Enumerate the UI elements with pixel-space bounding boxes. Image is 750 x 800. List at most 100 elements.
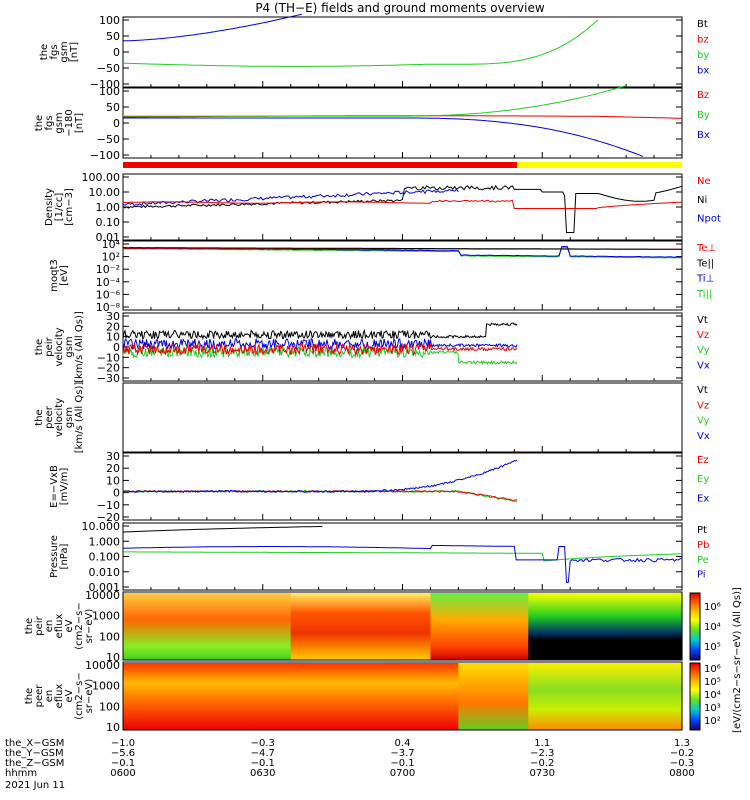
series-Te-par [123, 247, 683, 250]
x-label-name: the_Y−GSM [5, 748, 64, 759]
spec-cell [626, 663, 641, 730]
x-label-value: 0800 [669, 768, 694, 779]
series-Bx [123, 117, 644, 157]
status-bar-red [123, 162, 518, 168]
y-axis-label: (cm2−s− [74, 602, 85, 649]
spec-cell [150, 663, 166, 730]
spec-cell [304, 593, 320, 660]
y-tick-label: 0 [113, 341, 120, 354]
spec-cell [472, 663, 487, 730]
y-tick-label: 100 [99, 630, 120, 643]
y-tick-label: 10 [106, 474, 120, 487]
spec-cell [542, 593, 557, 660]
y-axis-label: eflux [54, 684, 65, 709]
series-Ne [122, 199, 682, 209]
x-label-name: the_Z−GSM [5, 758, 64, 769]
series-Npot [122, 188, 459, 206]
y-tick-label: 0.10 [96, 216, 121, 229]
spec-cell [136, 593, 152, 660]
spec-cell [430, 593, 446, 660]
spec-cell [430, 663, 446, 730]
y-tick-label: 10 [106, 331, 120, 344]
spec-cell [640, 663, 655, 730]
y-axis-label: gsm [54, 112, 65, 133]
y-axis-label: eflux [54, 614, 65, 639]
y-tick-label: −30 [97, 372, 120, 385]
series-by [122, 19, 599, 67]
status-bar-yellow [517, 162, 682, 168]
spec-cell [668, 663, 683, 730]
spec-cell [514, 593, 529, 660]
spec-cell [262, 593, 278, 660]
legend-by: by [697, 50, 709, 61]
x-label-value: −3.7 [390, 748, 414, 759]
spec-cell [262, 663, 278, 730]
spec-cell [612, 663, 627, 730]
y-tick-label: −20 [97, 362, 120, 375]
y-tick-label: 1000 [92, 610, 120, 623]
spec-cell [458, 663, 473, 730]
spec-cell [374, 593, 390, 660]
spec-cell [178, 663, 194, 730]
legend-Vt: Vt [697, 385, 708, 396]
y-axis-label: [km/s (All Qs)] [74, 382, 85, 454]
x-label-value: −0.3 [251, 738, 275, 749]
date-label: 2021 Jun 11 [5, 780, 65, 791]
legend-Pt: Pt [697, 525, 707, 536]
y-axis-label: peer [44, 405, 55, 429]
spec-cell [528, 593, 543, 660]
spec-cell [234, 663, 250, 730]
y-axis-label: (cm2−s− [74, 672, 85, 719]
y-tick-label: −20 [97, 511, 120, 524]
spec-cell [640, 593, 655, 660]
legend-Bx: Bx [697, 130, 710, 141]
y-tick-label: 0 [113, 117, 120, 130]
y-tick-label: 10⁻⁸ [96, 301, 121, 314]
spec-cell [374, 663, 390, 730]
y-tick-label: 10² [102, 251, 120, 264]
y-axis-label: peir [34, 615, 45, 635]
y-axis-label: [cm−3] [64, 188, 75, 226]
y-tick-label: 1.00 [96, 201, 121, 214]
spec-cell [360, 593, 376, 660]
series-Vx [122, 337, 518, 351]
panel-frame [122, 591, 683, 661]
y-tick-label: −10 [97, 351, 120, 364]
series-Vt [122, 322, 518, 340]
panel-density: 100.00 10.00 1.00 0.10 0.01 Density [1/cc] [cm−… [44, 171, 721, 244]
spec-cell [556, 663, 571, 730]
y-tick-label: −10 [97, 499, 120, 512]
x-label-value: 1.3 [674, 738, 690, 749]
panel-frame [122, 661, 683, 731]
series-Ex [122, 459, 518, 494]
x-label-name: hhmm [5, 768, 37, 779]
x-label-value: −4.7 [251, 748, 275, 759]
colorbar-tick: 10⁵ [704, 677, 721, 688]
panel-frame [122, 522, 683, 591]
y-tick-label: 10 [106, 651, 120, 664]
panel-frame [122, 452, 683, 521]
spec-cell [276, 593, 292, 660]
x-label-value: 0630 [250, 768, 275, 779]
spec-cell [570, 663, 585, 730]
legend-Ti||: Ti|| [696, 289, 712, 300]
spec-cell [220, 663, 236, 730]
legend-Bt: Bt [697, 19, 708, 30]
spec-cell [416, 593, 432, 660]
series-Pt [122, 525, 323, 533]
x-label-value: −0.3 [670, 758, 694, 769]
spec-cell [290, 663, 306, 730]
spec-cell [192, 663, 208, 730]
y-tick-label: 100 [99, 700, 120, 713]
colorbar-upper [689, 592, 701, 661]
y-tick-label: 10⁻⁴ [96, 276, 121, 289]
panel-fgs2: 100 50 0 −50 −100 the fgs gsm −180 [nT] Bz By Bx [34, 85, 710, 168]
spec-cell [332, 593, 348, 660]
spec-cell [654, 663, 669, 730]
y-axis-label: [nT] [74, 113, 85, 133]
y-axis-label: eV [64, 619, 75, 632]
y-axis-label: velocity [54, 398, 65, 437]
spec-cell [584, 663, 599, 730]
